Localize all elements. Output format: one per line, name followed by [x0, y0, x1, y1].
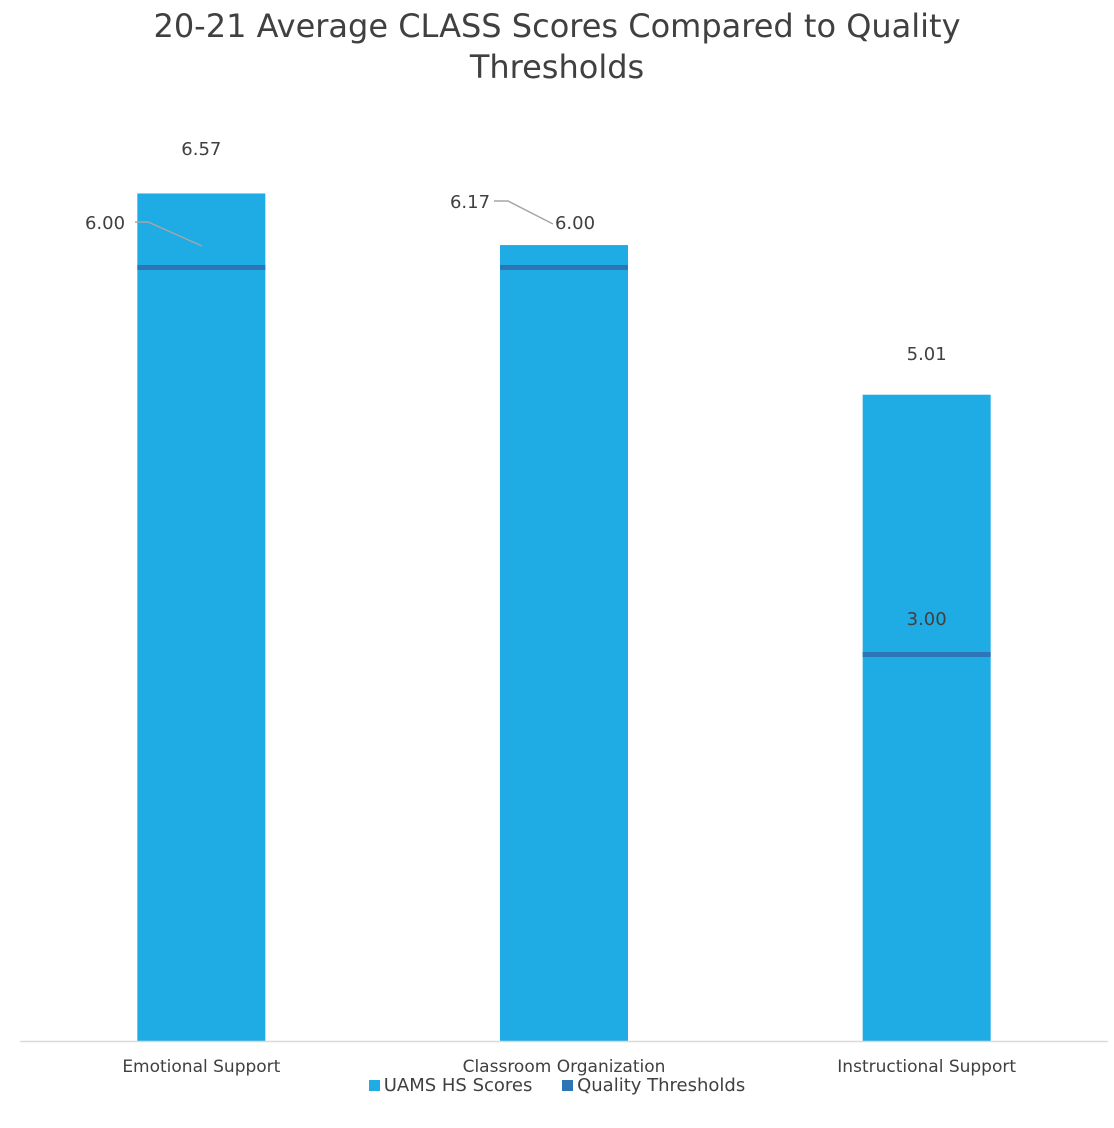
- threshold-line-1: [137, 265, 266, 270]
- chart-title: 20-21 Average CLASS Scores Compared to Q…: [0, 6, 1114, 88]
- bar-value-label-1: 6.57: [181, 139, 221, 160]
- legend-item-thresholds: Quality Thresholds: [562, 1075, 745, 1096]
- legend-swatch-thresholds: [562, 1080, 574, 1091]
- threshold-line-3: [862, 652, 991, 657]
- x-tick-label-3: Instructional Support: [837, 1057, 1016, 1077]
- legend-item-scores: UAMS HS Scores: [368, 1075, 533, 1096]
- chart-title-line-1: 20-21 Average CLASS Scores Compared to Q…: [153, 7, 961, 45]
- leader-line-threshold-1: [135, 221, 203, 247]
- bar-value-label-3: 5.01: [907, 344, 947, 365]
- threshold-value-label-3: 3.00: [907, 609, 947, 630]
- legend-label-scores: UAMS HS Scores: [383, 1075, 533, 1096]
- threshold-value-label-1: 6.00: [85, 213, 125, 234]
- legend-label-thresholds: Quality Thresholds: [577, 1075, 746, 1096]
- bar-value-label-2: 6.17: [450, 192, 490, 213]
- leader-line-bar-2: [494, 200, 554, 225]
- threshold-value-label-2: 6.00: [555, 213, 595, 234]
- bar-3: [862, 394, 991, 1042]
- x-tick-label-1: Emotional Support: [122, 1057, 280, 1077]
- threshold-line-2: [500, 265, 628, 270]
- chart-legend: UAMS HS Scores Quality Thresholds: [0, 1075, 1114, 1096]
- chart-title-line-2: Thresholds: [469, 48, 645, 86]
- x-tick-label-2: Classroom Organization: [463, 1057, 666, 1077]
- legend-swatch-scores: [368, 1080, 380, 1091]
- bar-2: [500, 245, 628, 1041]
- bar-1: [137, 193, 266, 1042]
